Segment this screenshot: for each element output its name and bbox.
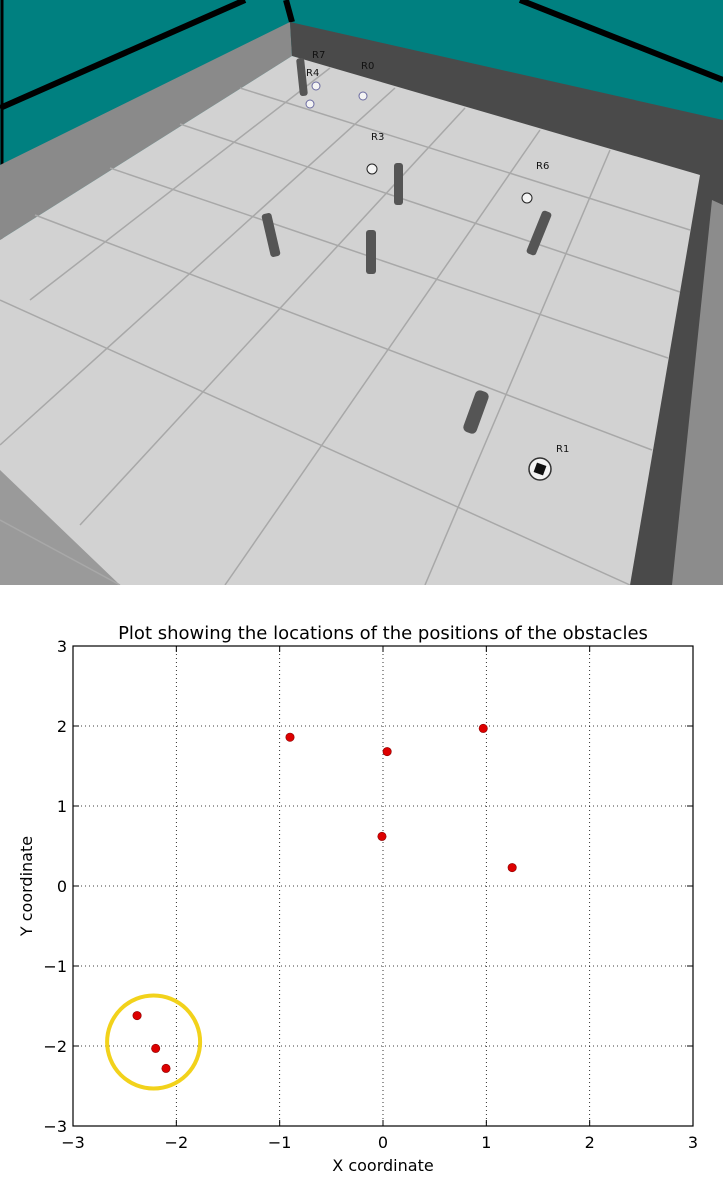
robot-label-r3: R3: [371, 132, 384, 143]
robot-r0: [358, 91, 368, 101]
obstacle-point: [507, 863, 517, 873]
obstacle-point: [382, 747, 392, 757]
obstacle-point: [132, 1011, 142, 1021]
robot-r4: [305, 99, 315, 109]
robot-label-r7: R7: [312, 50, 325, 61]
x-tick-label: −1: [268, 1133, 292, 1152]
plot-frame: [72, 645, 694, 1127]
y-tick-label: −1: [43, 957, 67, 976]
y-tick-label: 0: [57, 877, 67, 896]
right-wall-edge: [672, 200, 723, 585]
chart-title: Plot showing the locations of the positi…: [118, 623, 648, 644]
robot-r6: [521, 192, 533, 204]
y-tick-label: 1: [57, 797, 67, 816]
robot-r1-marker: [533, 462, 547, 476]
x-tick-label: 1: [481, 1133, 491, 1152]
obstacle-cylinders: [261, 57, 552, 434]
highlight-circle: [105, 993, 203, 1091]
robot-label-r1: R1: [556, 444, 569, 455]
x-tick-label: −2: [165, 1133, 189, 1152]
obstacle-cylinder: [366, 230, 376, 274]
x-tick-label: 0: [378, 1133, 388, 1152]
obstacle-point: [377, 831, 387, 841]
left-wall: [0, 22, 292, 240]
highlight-annotation: [105, 993, 203, 1091]
x-tick-label: −3: [61, 1133, 85, 1152]
obstacle-point: [285, 732, 295, 742]
obstacle-cylinder: [526, 210, 552, 256]
robot-r7: [311, 81, 321, 91]
obstacle-cylinder: [463, 390, 489, 434]
data-points: [132, 723, 517, 1073]
x-axis-title: X coordinate: [332, 1156, 433, 1175]
robot-label-r6: R6: [536, 161, 549, 172]
obstacle-point: [478, 723, 488, 733]
robots: [305, 81, 552, 481]
robot-label-r4: R4: [306, 68, 319, 79]
y-tick-label: 2: [57, 717, 67, 736]
obstacle-cylinder: [394, 163, 403, 205]
obstacle-cylinder: [261, 213, 281, 257]
obstacle-scatter-plot: Plot showing the locations of the positi…: [0, 585, 723, 1178]
x-tick-label: 2: [585, 1133, 595, 1152]
obstacle-point: [161, 1063, 171, 1073]
y-axis-title: Y coordinate: [17, 836, 36, 937]
obstacle-point: [151, 1043, 161, 1053]
obstacle-cylinder: [296, 57, 308, 97]
plot-background: [0, 585, 723, 1178]
y-tick-label: 3: [57, 637, 67, 656]
axis-ticks: −3 −2 −1 0 1 2 3 −3 −2 −1 0 1 2 3: [43, 637, 698, 1152]
simulation-view: R7 R4 R0 R3 R6 R1: [0, 0, 723, 585]
x-tick-label: 3: [688, 1133, 698, 1152]
y-tick-label: −2: [43, 1037, 67, 1056]
y-tick-label: −3: [43, 1117, 67, 1136]
robot-r3: [366, 163, 378, 175]
robot-label-r0: R0: [361, 61, 374, 72]
